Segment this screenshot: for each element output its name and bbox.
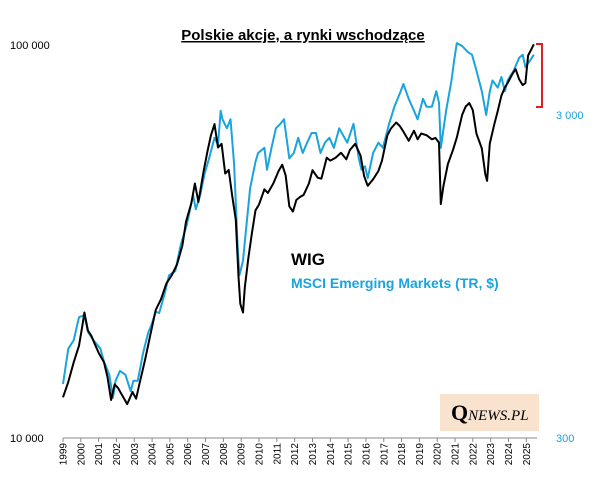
x-tick-label: 2022 bbox=[468, 443, 479, 466]
x-tick-label: 2023 bbox=[486, 443, 497, 466]
right-tick-top: 3 000 bbox=[556, 110, 584, 122]
x-tick-label: 2001 bbox=[94, 443, 105, 466]
plot-lines bbox=[62, 42, 535, 406]
x-tick-label: 2024 bbox=[504, 443, 515, 466]
x-tick-label: 2004 bbox=[148, 443, 159, 466]
x-axis: 1999 2000 2001 2002 2003 2004 2005 2006 2007 2008… bbox=[59, 437, 537, 466]
x-tick-label: 2002 bbox=[112, 443, 123, 466]
x-tick-label: 2005 bbox=[165, 443, 176, 466]
x-tick-label: 2021 bbox=[451, 443, 462, 466]
series-line-msci-em bbox=[62, 42, 535, 399]
series-line-wig bbox=[62, 43, 535, 406]
x-tick-label: 2014 bbox=[326, 443, 337, 466]
gap-bracket bbox=[536, 43, 543, 108]
x-tick-label: 2017 bbox=[379, 443, 390, 466]
x-tick-label: 1999 bbox=[59, 443, 70, 466]
x-tick-label: 2010 bbox=[255, 443, 266, 466]
left-tick-top: 100 000 bbox=[10, 40, 50, 52]
legend-wig: WIG bbox=[291, 250, 325, 269]
x-tick-label: 2020 bbox=[433, 443, 444, 466]
legend: WIG MSCI Emerging Markets (TR, $) bbox=[291, 250, 499, 291]
x-tick-label: 2018 bbox=[397, 443, 408, 466]
legend-msci: MSCI Emerging Markets (TR, $) bbox=[291, 275, 499, 291]
x-tick-label: 2019 bbox=[415, 443, 426, 466]
x-tick-label: 2007 bbox=[201, 443, 212, 466]
chart-title: Polskie akcje, a rynki wschodzące bbox=[181, 27, 424, 44]
x-tick-label: 2006 bbox=[183, 443, 194, 466]
x-tick-label: 2015 bbox=[344, 443, 355, 466]
qnews-logo: QNEWS.PL bbox=[440, 394, 539, 431]
right-tick-bottom: 300 bbox=[556, 433, 574, 445]
x-tick-label: 2012 bbox=[290, 443, 301, 466]
x-tick-label: 2000 bbox=[76, 443, 87, 466]
qnews-logo-text: QNEWS.PL bbox=[451, 400, 529, 425]
left-axis: 100 000 10 000 bbox=[10, 40, 50, 445]
x-tick-label: 2009 bbox=[237, 443, 248, 466]
x-tick-label: 2025 bbox=[522, 443, 533, 466]
x-tick-label: 2016 bbox=[361, 443, 372, 466]
x-tick-label: 2013 bbox=[308, 443, 319, 466]
x-tick-label: 2003 bbox=[130, 443, 141, 466]
right-axis: 3 000 300 bbox=[556, 110, 584, 445]
x-tick-label: 2011 bbox=[272, 443, 283, 465]
left-tick-bottom: 10 000 bbox=[10, 433, 44, 445]
x-tick-label: 2008 bbox=[219, 443, 230, 466]
